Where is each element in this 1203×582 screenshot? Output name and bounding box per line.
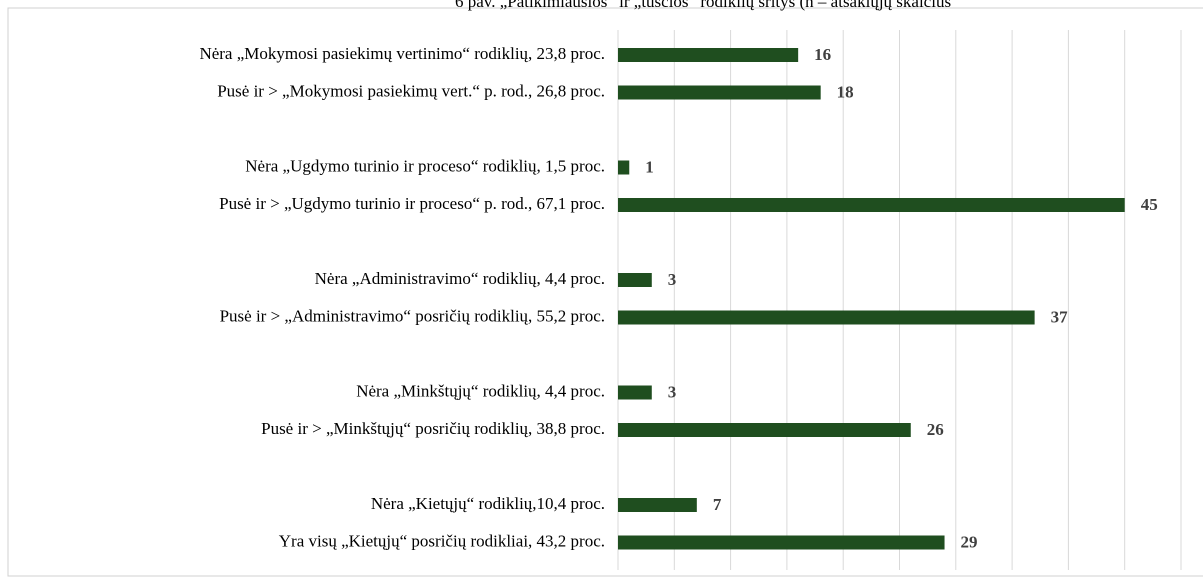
- data-label: 45: [1141, 195, 1158, 214]
- chart-title: 6 pav. „Patikimiausios“ ir „tuščios“ rod…: [455, 0, 951, 11]
- bar: [618, 423, 911, 437]
- bar: [618, 498, 697, 512]
- data-label: 16: [814, 45, 831, 64]
- data-label: 37: [1051, 307, 1069, 326]
- bar: [618, 160, 630, 175]
- y-tick-label: Yra visų „Kietųjų“ posričių rodikliai, 4…: [279, 531, 605, 550]
- data-label: 3: [668, 270, 677, 289]
- y-tick-label: Nėra „Administravimo“ rodiklių, 4,4 proc…: [315, 269, 605, 288]
- data-label: 18: [837, 82, 854, 101]
- y-tick-label: Nėra „Mokymosi pasiekimų vertinimo“ rodi…: [199, 44, 605, 63]
- data-label: 3: [668, 382, 677, 401]
- y-tick-label: Nėra „Minkštųjų“ rodiklių, 4,4 proc.: [356, 381, 605, 400]
- chart-frame: [7, 7, 1203, 577]
- bar: [618, 273, 652, 287]
- y-tick-label: Pusė ir > „Minkštųjų“ posričių rodiklių,…: [261, 419, 605, 438]
- y-tick-label: Nėra „Kietųjų“ rodiklių,10,4 proc.: [371, 494, 605, 513]
- y-tick-label: Pusė ir > „Administravimo“ posričių rodi…: [220, 306, 605, 325]
- bar: [618, 85, 821, 100]
- data-label: 29: [961, 532, 978, 551]
- data-label: 26: [927, 420, 944, 439]
- y-tick-label: Nėra „Ugdymo turinio ir proceso“ rodikli…: [245, 156, 605, 175]
- y-tick-label: Pusė ir > „Mokymosi pasiekimų vert.“ p. …: [217, 81, 605, 100]
- data-label: 1: [645, 157, 654, 176]
- bar: [618, 310, 1035, 325]
- y-tick-label: Pusė ir > „Ugdymo turinio ir proceso“ p.…: [219, 194, 605, 213]
- bar: [618, 385, 652, 400]
- bar: [618, 535, 945, 550]
- data-label: 7: [713, 495, 722, 514]
- bar: [618, 198, 1125, 212]
- bar: [618, 48, 799, 62]
